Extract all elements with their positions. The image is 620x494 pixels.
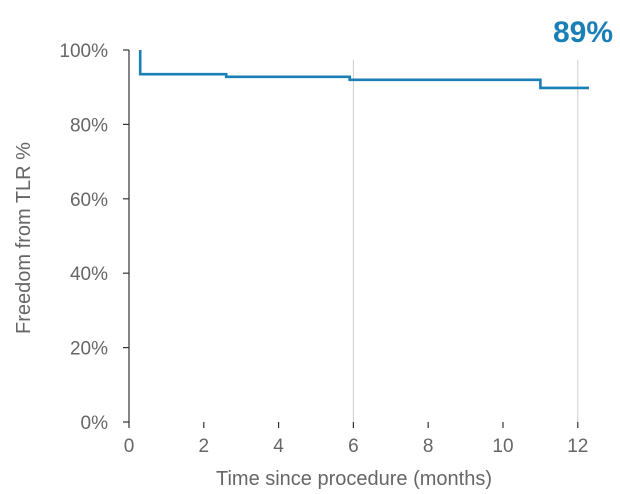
x-tick-label: 6 [348,436,359,457]
x-tick-label: 12 [567,436,588,457]
x-tick-label: 10 [492,436,513,457]
y-tick-label: 80% [70,115,108,136]
series [138,50,589,90]
y-tick-label: 40% [70,264,108,285]
y-axis: 0% 20% 40% 60% 80% 100% [59,41,130,434]
x-tick-label: 8 [423,436,434,457]
x-tick-label: 4 [273,436,284,457]
y-tick-label: 100% [59,41,108,62]
x-tick-label: 2 [199,436,210,457]
x-axis: 0 2 4 6 8 10 12 [124,422,588,457]
gridlines [352,60,579,422]
y-tick-label: 60% [70,190,108,211]
series-line-0 [138,50,589,90]
y-tick-label: 20% [70,339,108,360]
callout-value: 89% [553,16,613,49]
x-axis-title: Time since procedure (months) [216,468,492,490]
y-axis-title: Freedom from TLR % [13,142,35,334]
y-tick-label: 0% [81,413,109,434]
x-tick-label: 0 [124,436,135,457]
